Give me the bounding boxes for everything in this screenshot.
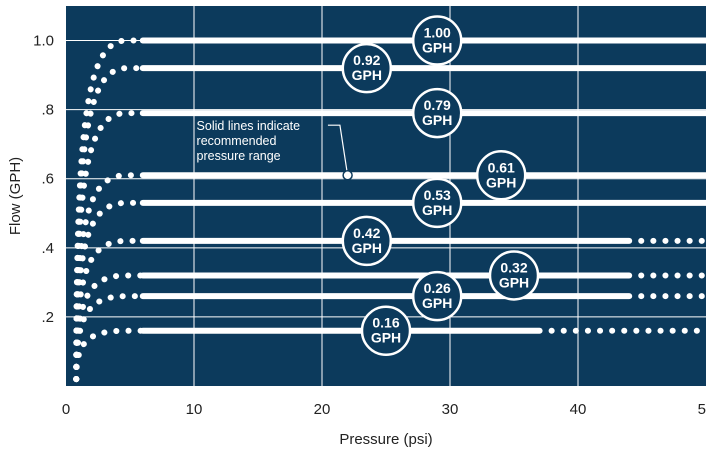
series-badge-text-4-1: GPH xyxy=(422,202,452,218)
x-tick-label-0: 0 xyxy=(62,401,70,418)
y-axis-title: Flow (GPH) xyxy=(7,157,24,235)
series-badge-text-6-0: 0.32 xyxy=(500,259,527,275)
y-tick-label-3: .8 xyxy=(41,102,54,119)
annotation: Solid lines indicaterecommendedpressure … xyxy=(197,119,353,181)
series-badge-text-4-0: 0.53 xyxy=(424,187,451,203)
series-badge-text-3-0: 0.61 xyxy=(488,159,515,175)
x-tick-label-1: 10 xyxy=(186,401,203,418)
series-badge-text-1-0: 0.92 xyxy=(353,52,380,68)
annotation-line-1: recommended xyxy=(197,134,277,148)
series-rampup-8 xyxy=(73,327,146,383)
series-badge-3 xyxy=(475,150,527,201)
series-rampup-3 xyxy=(73,172,146,383)
series-badge-0 xyxy=(411,15,463,66)
series-badge-text-5-0: 0.42 xyxy=(353,225,380,241)
series-labels: 1.00GPH0.92GPH0.79GPH0.61GPH0.53GPH0.42G… xyxy=(341,15,540,356)
series-badge-7 xyxy=(411,270,463,322)
series-badge-text-0-0: 1.00 xyxy=(424,25,451,41)
y-tick-label-2: .6 xyxy=(41,171,54,188)
x-axis-title: Pressure (psi) xyxy=(339,431,432,448)
annotation-line-0: Solid lines indicate xyxy=(197,119,301,133)
y-tick-label-1: .4 xyxy=(41,240,54,257)
series-badge-text-1-1: GPH xyxy=(352,67,382,83)
series-badge-text-6-1: GPH xyxy=(499,274,529,290)
series-badge-text-0-1: GPH xyxy=(422,40,452,56)
x-axis-ticks: 0 10 20 30 40 5 xyxy=(62,401,706,418)
series-badge-text-8-0: 0.16 xyxy=(372,315,399,331)
series-badge-text-5-1: GPH xyxy=(352,240,382,256)
y-tick-label-0: .2 xyxy=(41,309,54,326)
x-tick-label-5: 5 xyxy=(698,401,706,418)
annotation-line-2: pressure range xyxy=(197,149,281,163)
y-axis-ticks: .2 .4 .6 .8 1.0 xyxy=(33,33,54,326)
series-badge-4 xyxy=(411,177,463,229)
series-badge-text-7-0: 0.26 xyxy=(424,280,451,296)
series-badge-text-7-1: GPH xyxy=(422,295,452,311)
series-badge-text-2-0: 0.79 xyxy=(424,97,451,113)
x-tick-label-3: 30 xyxy=(442,401,459,418)
annotation-leader xyxy=(327,124,349,176)
x-tick-label-2: 20 xyxy=(314,401,331,418)
annotation-marker xyxy=(342,170,353,181)
series-rampup-7 xyxy=(73,293,146,383)
series-badge-text-3-1: GPH xyxy=(486,174,516,190)
x-tick-label-4: 40 xyxy=(570,401,587,418)
series-badge-6 xyxy=(488,250,540,301)
series-badge-8 xyxy=(360,305,412,356)
series-badge-text-2-1: GPH xyxy=(422,112,452,128)
series-badge-2 xyxy=(411,87,463,139)
series-badge-1 xyxy=(341,42,393,94)
series-badge-5 xyxy=(341,215,393,267)
series-badge-text-8-1: GPH xyxy=(371,330,401,346)
y-tick-label-4: 1.0 xyxy=(33,33,54,50)
